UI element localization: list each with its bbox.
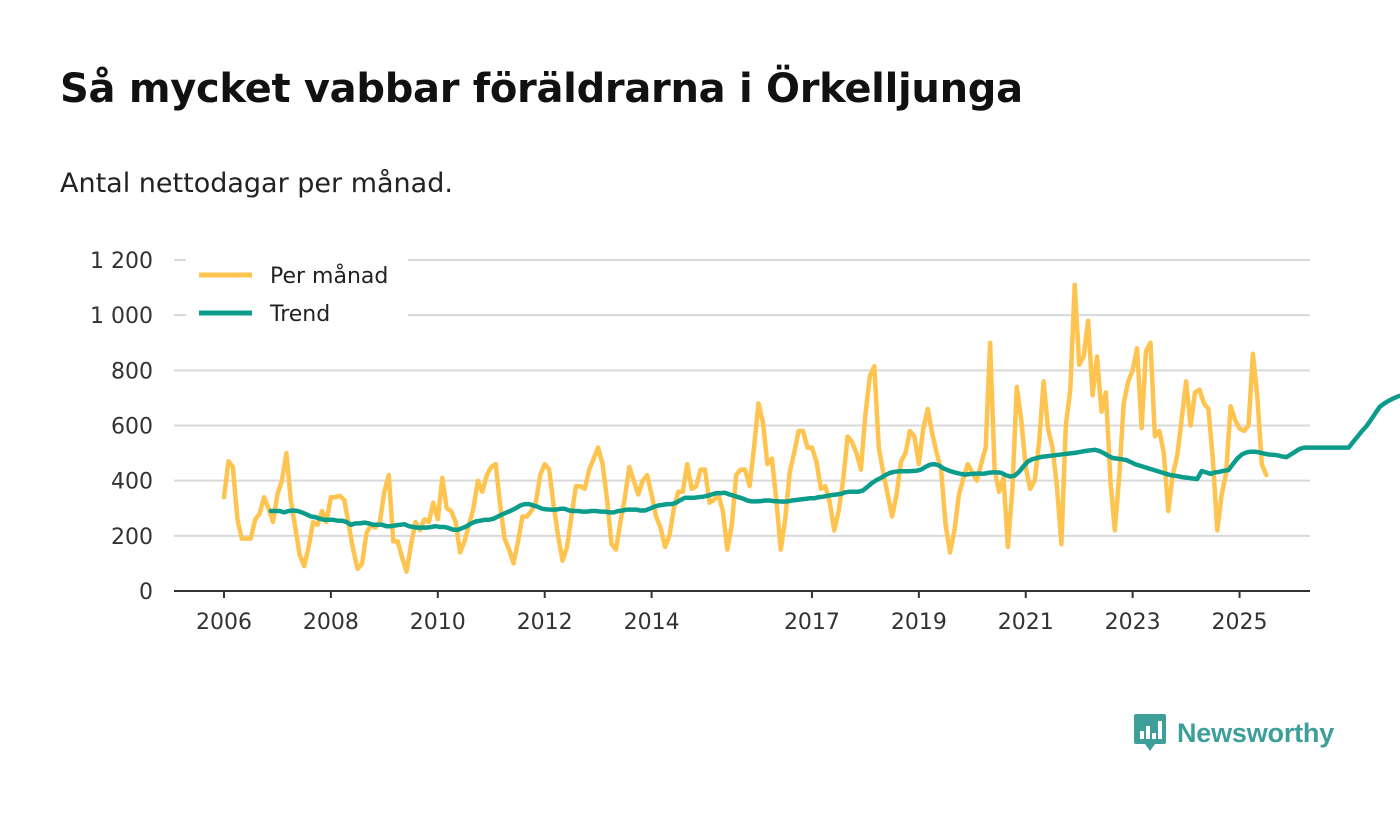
newsworthy-logo-icon xyxy=(1134,714,1166,751)
legend-label-0: Per månad xyxy=(270,263,388,289)
x-axis-ticks: 2006 2008 2010 2012 2014 2017 2019 2021 2023 2025 xyxy=(174,590,1310,635)
x-tick-label-2008: 2008 xyxy=(303,610,359,635)
x-tick-label-2006: 2006 xyxy=(196,610,252,635)
legend: Per månad Trend xyxy=(186,250,408,334)
series-line-per-manad xyxy=(221,282,1269,574)
x-tick-label-2014: 2014 xyxy=(624,610,680,635)
x-tick-label-2021: 2021 xyxy=(998,610,1054,635)
brand-name: Newsworthy xyxy=(1177,717,1335,748)
x-tick-label-2019: 2019 xyxy=(891,610,947,635)
x-tick-label-2017: 2017 xyxy=(784,610,840,635)
chart-subtitle: Antal nettodagar per månad. xyxy=(60,168,453,199)
series-line-trend xyxy=(268,393,1400,533)
y-tick-label-800: 800 xyxy=(111,359,153,384)
y-axis-ticks: 0 200 400 600 800 1 000 1 200 xyxy=(90,249,153,605)
x-tick-label-2012: 2012 xyxy=(517,610,573,635)
chart-title: Så mycket vabbar föräldrarna i Örkelljun… xyxy=(60,66,1023,112)
legend-background xyxy=(186,250,408,334)
y-tick-label-1000: 1 000 xyxy=(90,304,153,329)
x-tick-label-2023: 2023 xyxy=(1105,610,1161,635)
x-tick-label-2010: 2010 xyxy=(410,610,466,635)
series-lines xyxy=(221,282,1400,574)
y-tick-label-200: 200 xyxy=(111,525,153,550)
y-tick-label-1200: 1 200 xyxy=(90,249,153,274)
y-tick-label-400: 400 xyxy=(111,470,153,495)
newsworthy-logo: Newsworthy xyxy=(1133,713,1334,753)
legend-label-1: Trend xyxy=(269,302,330,327)
y-tick-label-0: 0 xyxy=(139,580,153,605)
y-tick-label-600: 600 xyxy=(111,415,153,440)
x-tick-label-2025: 2025 xyxy=(1212,610,1268,635)
